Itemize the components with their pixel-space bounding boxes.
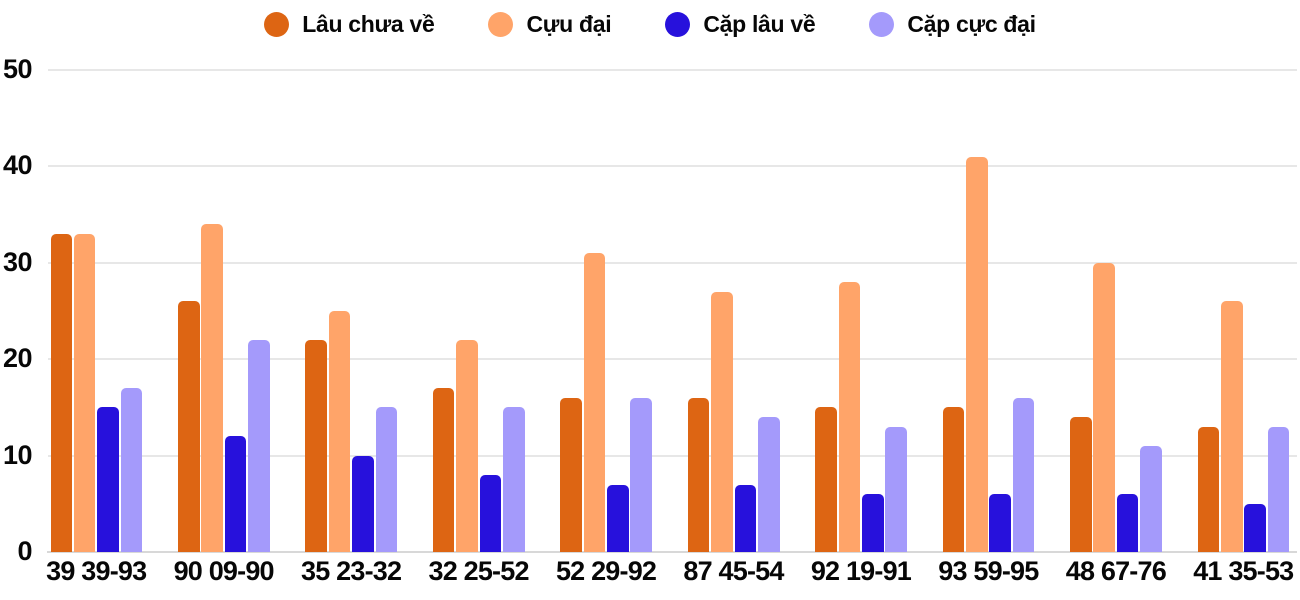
x-axis-category-label: 32 25-52 xyxy=(428,556,529,586)
bar-group xyxy=(305,311,398,552)
legend-label: Cặp lâu về xyxy=(703,10,816,37)
bar xyxy=(1116,494,1139,552)
legend-label: Cặp cực đại xyxy=(907,10,1036,37)
x-axis-category-label: 35 23-32 xyxy=(301,556,402,586)
bar xyxy=(966,156,988,552)
x-axis-category-label: 48 67-76 xyxy=(1065,556,1167,586)
bar xyxy=(687,397,710,552)
bar xyxy=(942,407,965,552)
bar xyxy=(1220,301,1243,552)
bar xyxy=(711,291,733,552)
bar xyxy=(50,233,73,552)
legend-item: Cặp lâu về xyxy=(665,10,816,38)
bar xyxy=(757,417,780,552)
bar xyxy=(201,224,223,552)
bar xyxy=(177,301,200,552)
bar-group xyxy=(1070,262,1162,552)
legend-label: Lâu chưa về xyxy=(302,10,435,37)
bar xyxy=(1244,503,1266,552)
bar xyxy=(560,397,582,552)
bar-group xyxy=(815,282,907,552)
y-axis-tick-label: 30 xyxy=(2,246,33,277)
legend-item: Lâu chưa về xyxy=(264,10,435,38)
bar xyxy=(861,494,884,552)
bar-group xyxy=(942,156,1035,552)
legend-item: Cặp cực đại xyxy=(869,10,1036,38)
bar xyxy=(248,339,270,552)
bar xyxy=(1140,445,1162,552)
bar xyxy=(305,339,327,552)
y-axis-tick-label: 50 xyxy=(2,53,33,84)
x-axis-category-label: 92 19-91 xyxy=(810,556,912,586)
bar xyxy=(503,407,525,552)
legend-item: Cựu đại xyxy=(488,10,612,38)
x-axis-category-label: 52 29-92 xyxy=(555,556,657,586)
x-axis-category-label: 87 45-54 xyxy=(683,556,784,586)
bar xyxy=(1093,262,1116,552)
bar xyxy=(479,474,502,552)
bar xyxy=(432,388,455,552)
y-axis-tick-label: 20 xyxy=(2,343,33,374)
legend-marker-icon xyxy=(488,11,514,37)
legend-label: Cựu đại xyxy=(526,10,612,37)
x-axis-category-label: 39 39-93 xyxy=(46,556,147,586)
bar-group xyxy=(177,224,270,552)
gridline xyxy=(48,165,1297,168)
bar xyxy=(583,253,606,552)
bar xyxy=(838,282,861,552)
bar xyxy=(734,484,757,552)
legend-marker-icon xyxy=(869,11,895,37)
legend-marker-icon xyxy=(665,11,691,37)
x-axis-category-label: 90 09-90 xyxy=(173,556,275,586)
bar xyxy=(1012,397,1035,552)
bar xyxy=(352,455,374,552)
y-axis-tick-label: 10 xyxy=(2,439,33,470)
bar xyxy=(1197,426,1220,552)
y-axis-tick-label: 0 xyxy=(17,535,32,566)
y-axis-tick-label: 40 xyxy=(2,150,33,181)
bar xyxy=(224,436,247,552)
bar xyxy=(73,233,96,552)
gridline xyxy=(48,358,1297,361)
bar-group xyxy=(687,291,780,552)
bar xyxy=(989,494,1012,552)
bar xyxy=(120,388,143,552)
bar xyxy=(97,407,119,552)
bar xyxy=(328,311,351,552)
gridline xyxy=(48,261,1297,264)
bar-group xyxy=(560,253,653,552)
bar xyxy=(630,397,653,552)
bar xyxy=(1267,426,1290,552)
x-axis-category-label: 41 35-53 xyxy=(1193,556,1294,586)
bar-group xyxy=(432,339,525,552)
bar xyxy=(607,484,629,552)
bar xyxy=(885,426,907,552)
bar-group xyxy=(50,233,143,552)
bar-group xyxy=(1197,301,1290,552)
bar xyxy=(456,339,478,552)
bar xyxy=(1070,417,1092,552)
chart-legend: Lâu chưa về Cựu đại Cặp lâu về Cặp cực đại xyxy=(0,2,1300,46)
gridline xyxy=(48,69,1297,71)
bar xyxy=(815,407,837,552)
x-axis-category-label: 93 59-95 xyxy=(938,556,1039,586)
x-axis-line xyxy=(47,551,1297,553)
legend-marker-icon xyxy=(264,11,290,37)
gridline xyxy=(48,454,1297,457)
bar xyxy=(375,407,398,552)
